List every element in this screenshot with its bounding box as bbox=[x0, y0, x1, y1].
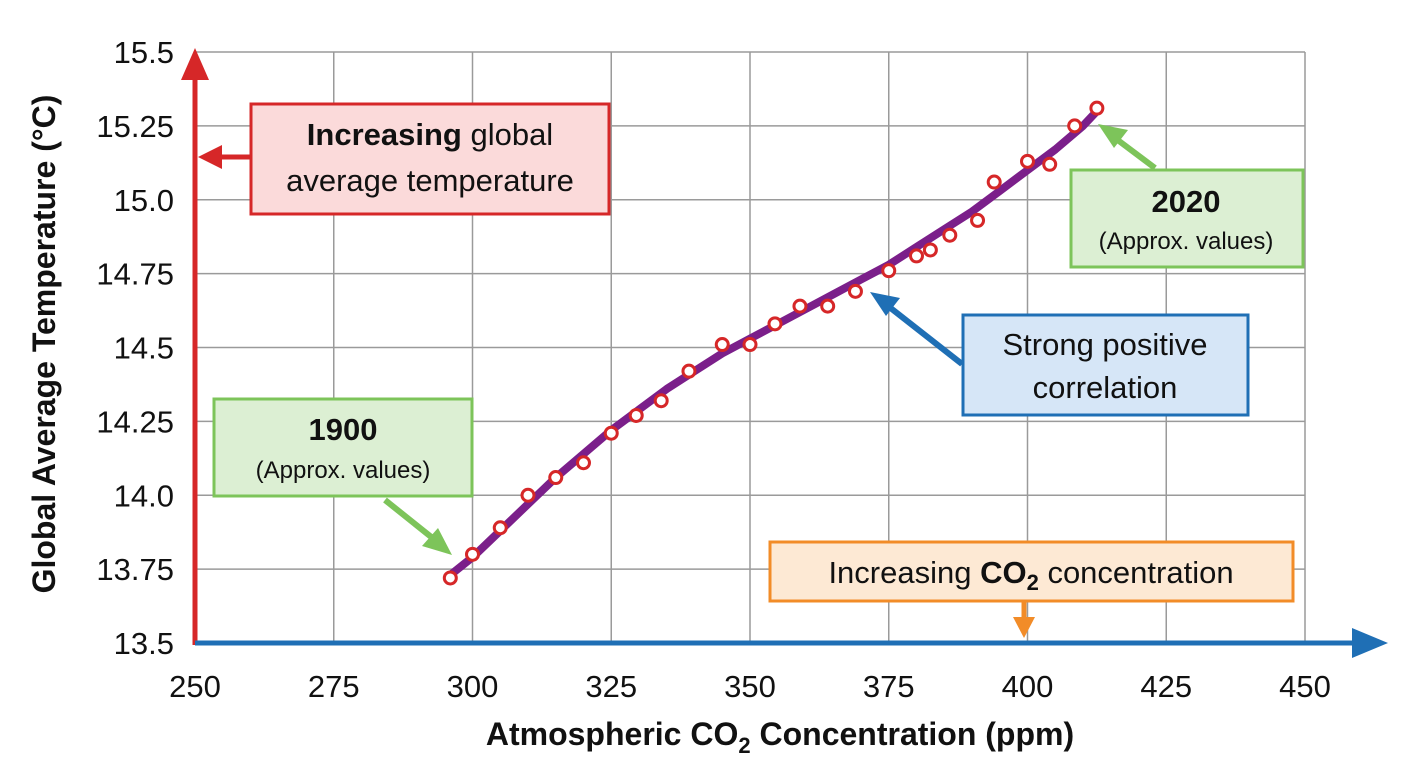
y-axis-title: Global Average Temperature (°C) bbox=[26, 95, 62, 594]
y-tick-label: 13.5 bbox=[114, 626, 174, 661]
data-points bbox=[442, 100, 1105, 586]
x-tick-label: 350 bbox=[724, 669, 776, 704]
end-arrowhead bbox=[1098, 124, 1128, 148]
x-tick-label: 275 bbox=[308, 669, 360, 704]
start-arrowhead bbox=[422, 528, 452, 555]
x-tick-label: 325 bbox=[585, 669, 637, 704]
correlation-annotation-line2: correlation bbox=[1033, 370, 1178, 405]
data-point bbox=[742, 337, 758, 353]
data-point bbox=[520, 487, 536, 503]
temp-annotation-line1: Increasing global bbox=[307, 117, 553, 152]
data-point bbox=[820, 298, 836, 314]
co2-annotation-box bbox=[768, 540, 1295, 603]
correlation-arrow-line bbox=[886, 303, 964, 367]
correlation-arrowhead bbox=[870, 292, 900, 316]
data-point bbox=[681, 363, 697, 379]
x-axis-title: Atmospheric CO2 Concentration (ppm) bbox=[486, 716, 1074, 758]
y-tick-label: 13.75 bbox=[96, 552, 174, 587]
data-point bbox=[942, 227, 958, 243]
data-point bbox=[1042, 156, 1058, 172]
end-annotation-box bbox=[1069, 168, 1305, 269]
data-point bbox=[792, 298, 808, 314]
data-point bbox=[1020, 153, 1035, 169]
end-annotation: 2020 (Approx. values) bbox=[1069, 124, 1305, 269]
data-point bbox=[1067, 118, 1083, 134]
end-note-label: (Approx. values) bbox=[1099, 228, 1274, 255]
temp-annotation-line2: average temperature bbox=[286, 163, 574, 198]
end-arrow-line bbox=[1113, 135, 1157, 171]
data-point bbox=[442, 570, 458, 586]
y-tick-label: 15.0 bbox=[114, 183, 174, 218]
data-point bbox=[492, 520, 508, 536]
x-tick-label: 450 bbox=[1279, 669, 1331, 704]
data-point bbox=[881, 263, 897, 279]
y-tick-label: 14.5 bbox=[114, 331, 174, 366]
x-tick-labels: 250 275 300 325 350 375 400 425 450 bbox=[169, 669, 1331, 704]
x-tick-label: 400 bbox=[1002, 669, 1054, 704]
data-point bbox=[1089, 100, 1105, 116]
data-point bbox=[548, 470, 564, 486]
start-arrow-line bbox=[383, 497, 437, 543]
data-point bbox=[909, 248, 924, 264]
x-axis-arrowhead bbox=[1352, 628, 1388, 658]
y-tick-label: 14.0 bbox=[114, 478, 174, 513]
data-point bbox=[603, 425, 619, 441]
temp-annotation-box bbox=[249, 102, 611, 216]
data-point bbox=[465, 546, 480, 562]
x-tick-label: 375 bbox=[863, 669, 915, 704]
data-point bbox=[847, 283, 863, 299]
x-tick-label: 300 bbox=[447, 669, 499, 704]
co2-annotation-text: Increasing CO2 concentration bbox=[828, 555, 1233, 595]
start-annotation-box bbox=[212, 397, 474, 498]
y-tick-label: 14.25 bbox=[96, 404, 174, 439]
y-tick-label: 14.75 bbox=[96, 257, 174, 292]
start-annotation: 1900 (Approx. values) bbox=[212, 397, 474, 555]
data-point bbox=[986, 174, 1002, 190]
y-tick-label: 15.25 bbox=[96, 109, 174, 144]
temp-arrowhead bbox=[198, 145, 222, 169]
y-axis-arrowhead bbox=[181, 48, 209, 80]
start-note-label: (Approx. values) bbox=[256, 457, 431, 484]
data-point bbox=[970, 212, 986, 228]
data-point bbox=[714, 337, 730, 353]
start-year-label: 1900 bbox=[309, 412, 378, 447]
y-tick-label: 15.5 bbox=[114, 35, 174, 70]
end-year-label: 2020 bbox=[1152, 184, 1221, 219]
data-point bbox=[922, 242, 938, 258]
data-point bbox=[628, 407, 644, 423]
correlation-annotation: Strong positive correlation bbox=[870, 292, 1250, 417]
x-tick-label: 425 bbox=[1140, 669, 1192, 704]
correlation-annotation-box bbox=[961, 313, 1250, 417]
data-point bbox=[576, 455, 591, 471]
data-point bbox=[767, 316, 783, 332]
temp-annotation: Increasing global average temperature bbox=[198, 102, 611, 216]
correlation-annotation-line1: Strong positive bbox=[1002, 327, 1207, 362]
x-tick-label: 250 bbox=[169, 669, 221, 704]
co2-arrowhead bbox=[1013, 617, 1035, 638]
data-point bbox=[653, 393, 669, 409]
co2-annotation: Increasing CO2 concentration bbox=[768, 540, 1295, 638]
y-tick-labels: 13.5 13.75 14.0 14.25 14.5 14.75 15.0 15.25 15.5 bbox=[96, 35, 174, 661]
